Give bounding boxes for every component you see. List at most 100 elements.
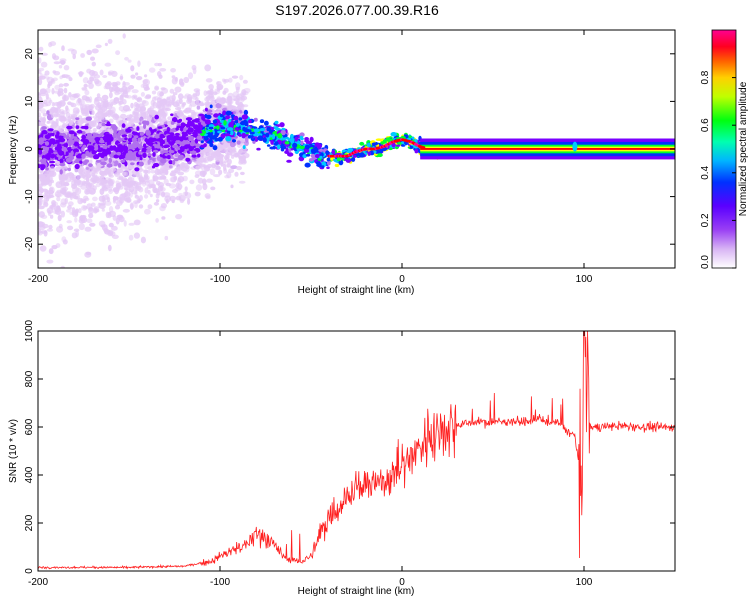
heatmap-cell [114,188,118,192]
heatmap-cell [187,198,191,205]
heatmap-cell [80,125,88,129]
heatmap-cell [146,146,152,150]
heatmap-cell [121,134,128,137]
heatmap-cell [107,38,113,44]
heatmap-cell [100,161,107,166]
heatmap-cell [89,222,96,227]
heatmap-cell [78,72,83,78]
heatmap-cell [99,170,105,176]
heatmap-cell [118,175,124,180]
heatmap-cell [142,149,147,153]
heatmap-cell [133,141,138,145]
heatmap-cell [89,69,96,77]
heatmap-cell [235,100,240,106]
heatmap-cell [51,200,56,206]
heatmap-cell [160,158,167,164]
heatmap-cell [87,80,93,85]
heatmap-cell [112,215,117,221]
heatmap-cell [82,144,87,149]
heatmap-cell [194,138,199,144]
heatmap-cell [276,144,281,150]
heatmap-cell [105,123,112,127]
heatmap-cell [366,142,371,148]
heatmap-cell [157,182,165,188]
heatmap-cell [156,144,160,149]
heatmap-cell [104,200,112,206]
snr-panel: -200 -100 0 100 0 200 400 600 800 1000 Height of… [8,319,676,597]
heatmap-cell [127,122,134,127]
heatmap-cell [200,163,206,167]
heatmap-cell [61,94,69,102]
heatmap-cell [133,219,141,226]
heatmap-cell [46,228,54,232]
heatmap-cell [39,72,43,80]
heatmap-cell [108,71,113,76]
heatmap-cell [50,108,59,113]
heatmap-cell [77,119,84,125]
heatmap-cell [113,154,120,159]
heatmap-cell [43,179,50,186]
heatmap-cell [115,197,122,202]
heatmap-cell [204,97,210,102]
heatmap-cell [247,135,252,139]
heatmap-cell [299,135,304,139]
heatmap-cell [300,140,304,146]
colorbar: 0.0 0.2 0.4 0.6 0.8 Normalized spectral ampl… [700,29,749,269]
heatmap-cell [136,126,140,131]
heatmap-cell [67,225,74,231]
heatmap-cell [197,130,203,134]
heatmap-cell [75,187,82,195]
y-tick-label: 800 [24,370,35,387]
heatmap-cell [242,145,246,150]
heatmap-cell [81,134,86,140]
heatmap-cell [304,144,310,150]
heatmap-cell [270,139,274,145]
heatmap-cell [161,139,165,145]
heatmap-cell [154,62,160,67]
heatmap-cell [112,199,117,204]
heatmap-cell [327,160,331,166]
heatmap-cell [68,172,74,179]
heatmap-cell [64,191,72,198]
x-tick-label: -200 [28,274,48,285]
heatmap-cell [144,74,148,78]
snr-y-axis-label: SNR (10 * v/v) [8,419,19,483]
heatmap-cell [79,160,83,164]
heatmap-cell [86,49,92,56]
heatmap-cell [101,224,108,231]
heatmap-cell [128,85,135,90]
heatmap-cell [299,145,305,150]
heatmap-cell [286,159,292,163]
heatmap-cell [53,114,57,118]
y-tick-label: -20 [24,237,35,252]
heatmap-cell [266,137,270,142]
heatmap-cell [44,70,50,76]
heatmap-cell [38,188,43,195]
heatmap-cell [41,52,48,56]
heatmap-cell [134,195,140,199]
heatmap-cell [109,91,113,99]
heatmap-cell [162,149,169,153]
heatmap-cell [137,60,141,67]
heatmap-cell [210,186,216,191]
heatmap-cell [101,122,106,127]
heatmap-cell [373,150,377,154]
heatmap-cell [152,152,156,157]
heatmap-cell [104,82,111,90]
heatmap-cell [73,179,81,186]
heatmap-cell [396,144,401,147]
heatmap-cell [120,159,126,163]
heatmap-cell [130,162,135,166]
heatmap-cell [113,128,117,134]
heatmap-cell [178,93,184,100]
heatmap-cell [139,131,144,136]
heatmap-cell [203,135,209,141]
heatmap-cell [234,119,239,124]
heatmap-cell [228,122,234,128]
heatmap-cell [59,162,66,167]
heatmap-cell [158,95,163,101]
heatmap-cell [157,90,164,97]
heatmap-cell [122,33,126,39]
heatmap-cell [184,93,190,97]
